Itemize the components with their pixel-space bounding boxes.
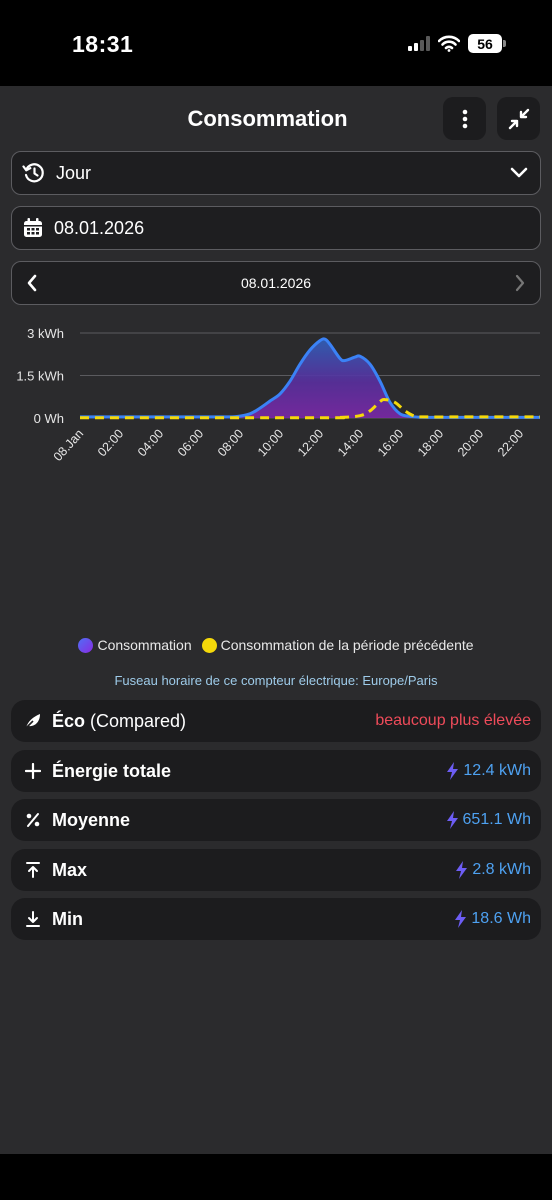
stat-value-total-energy-text: 12.4 kWh xyxy=(463,762,531,779)
stat-row-max[interactable]: Max 2.8 kWh xyxy=(11,849,541,891)
legend-item-consommation[interactable]: Consommation xyxy=(78,637,192,653)
battery-tip xyxy=(503,40,506,47)
stat-label-average: Moyenne xyxy=(52,809,131,830)
status-icons: 56 xyxy=(408,34,506,53)
date-input[interactable]: 08.01.2026 xyxy=(11,206,541,250)
legend-dot-consommation xyxy=(78,637,94,653)
wifi-icon xyxy=(438,35,460,52)
leaf-icon xyxy=(24,712,42,730)
more-vertical-icon xyxy=(462,109,467,128)
date-nav-label: 08.01.2026 xyxy=(240,275,312,291)
collapse-icon xyxy=(508,108,529,129)
legend-label-consommation: Consommation xyxy=(97,637,192,653)
stat-row-eco[interactable]: Éco (Compared) beaucoup plus élevée xyxy=(11,700,541,742)
x-tick-label: 18:00 xyxy=(415,427,446,460)
consumption-area xyxy=(80,338,540,418)
legend-label-previous-period: Consommation de la période précédente xyxy=(220,637,474,653)
plus-icon xyxy=(24,762,42,780)
stat-value-min-text: 18.6 Wh xyxy=(471,910,531,927)
arrow-up-bar-icon xyxy=(24,861,42,879)
legend-dot-previous-period xyxy=(201,637,217,653)
y-tick-label: 0 Wh xyxy=(34,411,64,426)
calendar-icon xyxy=(22,217,44,239)
stat-label-total-energy: Énergie totale xyxy=(52,760,172,781)
x-tick-label: 12:00 xyxy=(295,427,326,460)
status-bar: 18:31 56 xyxy=(0,0,552,86)
y-tick-label: 1.5 kWh xyxy=(16,369,64,384)
bolt-icon xyxy=(446,811,458,829)
battery-indicator: 56 xyxy=(468,34,506,53)
date-input-value: 08.01.2026 xyxy=(54,217,145,238)
stat-row-min[interactable]: Min 18.6 Wh xyxy=(11,898,541,940)
stat-value-eco: beaucoup plus élevée xyxy=(375,712,531,729)
date-navigator: 08.01.2026 xyxy=(11,261,541,305)
stat-label-eco: Éco xyxy=(52,710,86,731)
period-select-value: Jour xyxy=(56,162,92,183)
x-tick-label: 02:00 xyxy=(95,427,126,460)
stat-value-average-text: 651.1 Wh xyxy=(462,811,531,828)
previous-period-line xyxy=(79,398,540,420)
cellular-signal-icon xyxy=(408,36,430,51)
bottom-bar xyxy=(0,1154,552,1200)
x-tick-label: 08.Jan xyxy=(51,427,87,464)
bolt-icon xyxy=(455,910,467,928)
bolt-icon xyxy=(456,861,468,879)
bolt-icon xyxy=(447,762,459,780)
stat-row-average[interactable]: Moyenne 651.1 Wh xyxy=(11,799,541,841)
stat-value-max: 2.8 kWh xyxy=(455,861,531,879)
stat-value-max-text: 2.8 kWh xyxy=(472,861,531,878)
battery-level: 56 xyxy=(468,34,502,53)
percent-icon xyxy=(24,811,42,829)
app-screen: Consommation Jour xyxy=(0,86,552,1154)
x-tick-label: 10:00 xyxy=(255,427,286,460)
y-tick-label: 3 kWh xyxy=(27,326,64,341)
stat-value-average: 651.1 Wh xyxy=(446,811,531,829)
x-tick-label: 16:00 xyxy=(375,427,406,460)
chevron-down-icon xyxy=(510,167,528,179)
next-day-button[interactable] xyxy=(514,274,526,292)
history-icon xyxy=(22,161,46,185)
legend-item-previous-period[interactable]: Consommation de la période précédente xyxy=(201,637,474,653)
stat-row-total-energy[interactable]: Énergie totale 12.4 kWh xyxy=(11,750,541,792)
previous-day-button[interactable] xyxy=(26,274,38,292)
stat-label-max: Max xyxy=(52,859,88,880)
stat-label-min: Min xyxy=(52,908,83,929)
stat-value-min: 18.6 Wh xyxy=(454,910,531,928)
chart-legend: Consommation Consommation de la période … xyxy=(0,637,552,653)
x-tick-label: 20:00 xyxy=(455,427,486,460)
stat-sub-eco: (Compared) xyxy=(90,710,187,731)
stat-value-total-energy: 12.4 kWh xyxy=(446,762,531,780)
collapse-button[interactable] xyxy=(497,97,540,140)
page-title: Consommation xyxy=(187,106,348,131)
x-tick-label: 06:00 xyxy=(175,427,206,460)
more-options-button[interactable] xyxy=(443,97,486,140)
chevron-left-icon xyxy=(27,274,37,292)
x-tick-label: 08:00 xyxy=(215,427,246,460)
arrow-down-bar-icon xyxy=(24,910,42,928)
chevron-right-icon xyxy=(515,274,525,292)
x-tick-label: 14:00 xyxy=(335,427,366,460)
x-tick-label: 22:00 xyxy=(495,427,526,460)
status-time: 18:31 xyxy=(72,31,134,57)
timezone-note: Fuseau horaire de ce compteur électrique… xyxy=(114,673,438,688)
period-select[interactable]: Jour xyxy=(11,151,541,195)
x-tick-label: 04:00 xyxy=(135,427,166,460)
